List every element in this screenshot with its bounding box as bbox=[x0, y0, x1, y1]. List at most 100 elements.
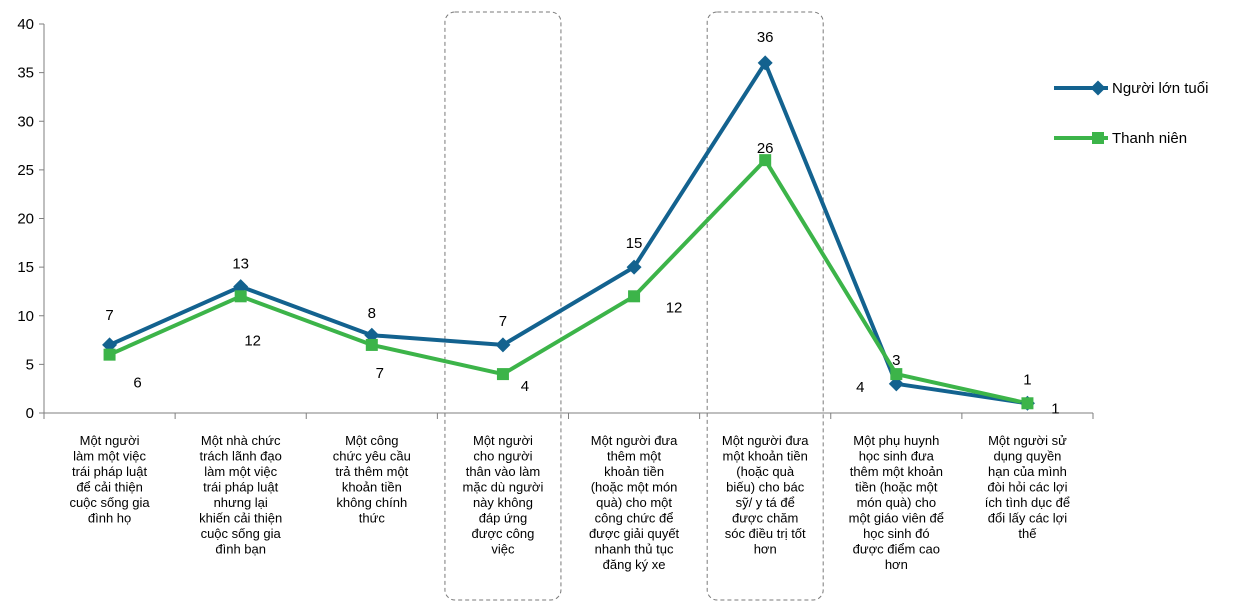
category-label-line: Một phụ huynh bbox=[853, 433, 939, 448]
category-label-line: cho người bbox=[473, 449, 532, 464]
data-point-square bbox=[1021, 397, 1034, 410]
category-label-line: thân vào làm bbox=[466, 464, 540, 479]
category-label-line: đình họ bbox=[88, 511, 131, 526]
data-label: 36 bbox=[757, 29, 774, 46]
data-labels: 7 13 8 7 15 36 3 1 6 12 7 4 12 26 4 1 bbox=[105, 29, 1059, 417]
legend-marker-diamond bbox=[1090, 80, 1106, 96]
category-label-line: việc bbox=[491, 542, 515, 557]
y-tick-label: 0 bbox=[26, 405, 34, 422]
legend-label: Thanh niên bbox=[1112, 130, 1187, 147]
category-label-line: khiến cải thiện bbox=[199, 511, 282, 526]
category-label-line: hơn bbox=[754, 542, 777, 557]
highlight-box bbox=[706, 11, 824, 601]
category-label-line: sỹ/ y tá để bbox=[736, 495, 795, 510]
data-point-square bbox=[365, 338, 378, 351]
category-label-line: trách lãnh đạo bbox=[199, 449, 281, 464]
category-label-line: nhanh thủ tục bbox=[595, 542, 674, 557]
category-label: Một người làm một việc trái pháp luật để cả… bbox=[69, 433, 150, 526]
category-label-line: quà) cho một bbox=[596, 495, 672, 510]
category-label-line: đăng ký xe bbox=[603, 557, 666, 572]
data-point-square bbox=[103, 348, 116, 361]
data-point-square bbox=[759, 154, 772, 167]
legend-label: Người lớn tuổi bbox=[1112, 80, 1208, 97]
legend: Người lớn tuổi Thanh niên bbox=[1054, 80, 1208, 147]
category-label-line: làm một việc bbox=[204, 464, 277, 479]
category-label: Một người đưa một khoản tiền (hoặc quà biếu… bbox=[722, 433, 809, 557]
series-line-thanh-nien bbox=[108, 158, 1028, 406]
category-label-line: học sinh đưa bbox=[859, 449, 935, 464]
category-label-line: hơn bbox=[885, 557, 908, 572]
legend-marker-square bbox=[1092, 132, 1104, 144]
highlight-box bbox=[444, 11, 562, 601]
category-label-line: làm một việc bbox=[73, 449, 146, 464]
category-label-line: tiền (hoặc một bbox=[855, 480, 938, 495]
category-label-line: dụng quyền bbox=[993, 449, 1061, 464]
data-label: 7 bbox=[105, 307, 113, 324]
data-label: 6 bbox=[133, 375, 141, 392]
category-label-line: học sinh đó bbox=[863, 526, 930, 541]
y-tick-label: 15 bbox=[17, 259, 34, 276]
data-point-square bbox=[890, 368, 903, 381]
category-label-line: biếu) cho bác bbox=[726, 480, 805, 495]
category-label-line: chức yêu cầu bbox=[333, 449, 411, 464]
category-label-line: đáp ứng bbox=[479, 511, 527, 526]
data-point-square bbox=[496, 368, 509, 381]
y-tick-label: 10 bbox=[17, 308, 34, 325]
category-label-line: ích tình dục để bbox=[985, 495, 1070, 510]
category-label-line: Một nhà chức bbox=[201, 433, 281, 448]
category-label: Một công chức yêu cầu trả thêm một khoản ti… bbox=[333, 433, 411, 526]
category-label-line: Một công bbox=[345, 433, 398, 448]
y-tick-label: 40 bbox=[17, 16, 34, 33]
category-label-line: để cải thiện bbox=[76, 480, 143, 495]
y-tick-label: 30 bbox=[17, 113, 34, 130]
category-label-line: cuộc sống gia bbox=[69, 495, 150, 510]
data-label: 4 bbox=[856, 379, 864, 396]
data-label: 7 bbox=[499, 313, 507, 330]
category-label-line: này không bbox=[473, 495, 533, 510]
axes: 0 5 10 15 20 25 30 35 40 bbox=[17, 16, 1094, 422]
category-label: Một người cho người thân vào làm mặc dù ngư… bbox=[463, 433, 544, 557]
y-tick-label: 25 bbox=[17, 162, 34, 179]
data-point-diamond bbox=[757, 55, 773, 71]
category-label-line: được chăm bbox=[732, 511, 798, 526]
data-label: 1 bbox=[1023, 371, 1031, 388]
category-label-line: nhưng lại bbox=[214, 495, 268, 510]
category-label-line: hạn của mình bbox=[988, 464, 1067, 479]
category-label-line: khoản tiền bbox=[342, 480, 402, 495]
y-tick-label: 35 bbox=[17, 65, 34, 82]
category-label: Một người đưa thêm một khoản tiền (hoặc một… bbox=[589, 433, 680, 572]
category-label: Một nhà chức trách lãnh đạo làm một việc tr… bbox=[199, 433, 282, 557]
category-label-line: món quà) cho bbox=[857, 495, 937, 510]
category-label: Một người sử dụng quyền hạn của mình đòi hỏ… bbox=[985, 433, 1070, 541]
data-label: 1 bbox=[1051, 400, 1059, 417]
data-label: 12 bbox=[666, 299, 683, 316]
y-tick-label: 5 bbox=[26, 356, 34, 373]
series-lines bbox=[108, 60, 1028, 406]
y-tick-label: 20 bbox=[17, 211, 34, 228]
category-label-line: một giáo viên để bbox=[849, 511, 944, 526]
category-label-line: được công bbox=[472, 526, 535, 541]
category-label-line: Một người bbox=[473, 433, 533, 448]
category-label-line: đình bạn bbox=[215, 542, 266, 557]
category-label-line: (hoặc một món bbox=[591, 480, 678, 495]
series-line-nguoi-lon-tuoi bbox=[108, 60, 1028, 406]
category-label-line: được giải quyết bbox=[589, 526, 680, 541]
category-label-line: thêm một khoản bbox=[850, 464, 943, 479]
category-label-line: thêm một bbox=[607, 449, 662, 464]
category-label-line: cuộc sống gia bbox=[201, 526, 282, 541]
category-label-line: đổi lấy các lợi bbox=[988, 511, 1067, 526]
category-label-line: sóc điều trị tốt bbox=[725, 526, 806, 541]
data-label: 8 bbox=[368, 305, 376, 322]
category-label-line: được điểm cao bbox=[853, 542, 940, 557]
category-label-line: một khoản tiền bbox=[723, 449, 808, 464]
data-label: 12 bbox=[244, 332, 261, 349]
category-label-line: thức bbox=[359, 511, 386, 526]
category-label-line: (hoặc quà bbox=[736, 464, 795, 479]
data-label: 4 bbox=[521, 378, 529, 395]
data-point-square bbox=[628, 290, 641, 303]
data-point-square bbox=[234, 290, 247, 303]
data-point-diamond bbox=[495, 337, 511, 353]
category-label-line: Một người đưa bbox=[722, 433, 809, 448]
category-label-line: mặc dù người bbox=[463, 480, 544, 495]
